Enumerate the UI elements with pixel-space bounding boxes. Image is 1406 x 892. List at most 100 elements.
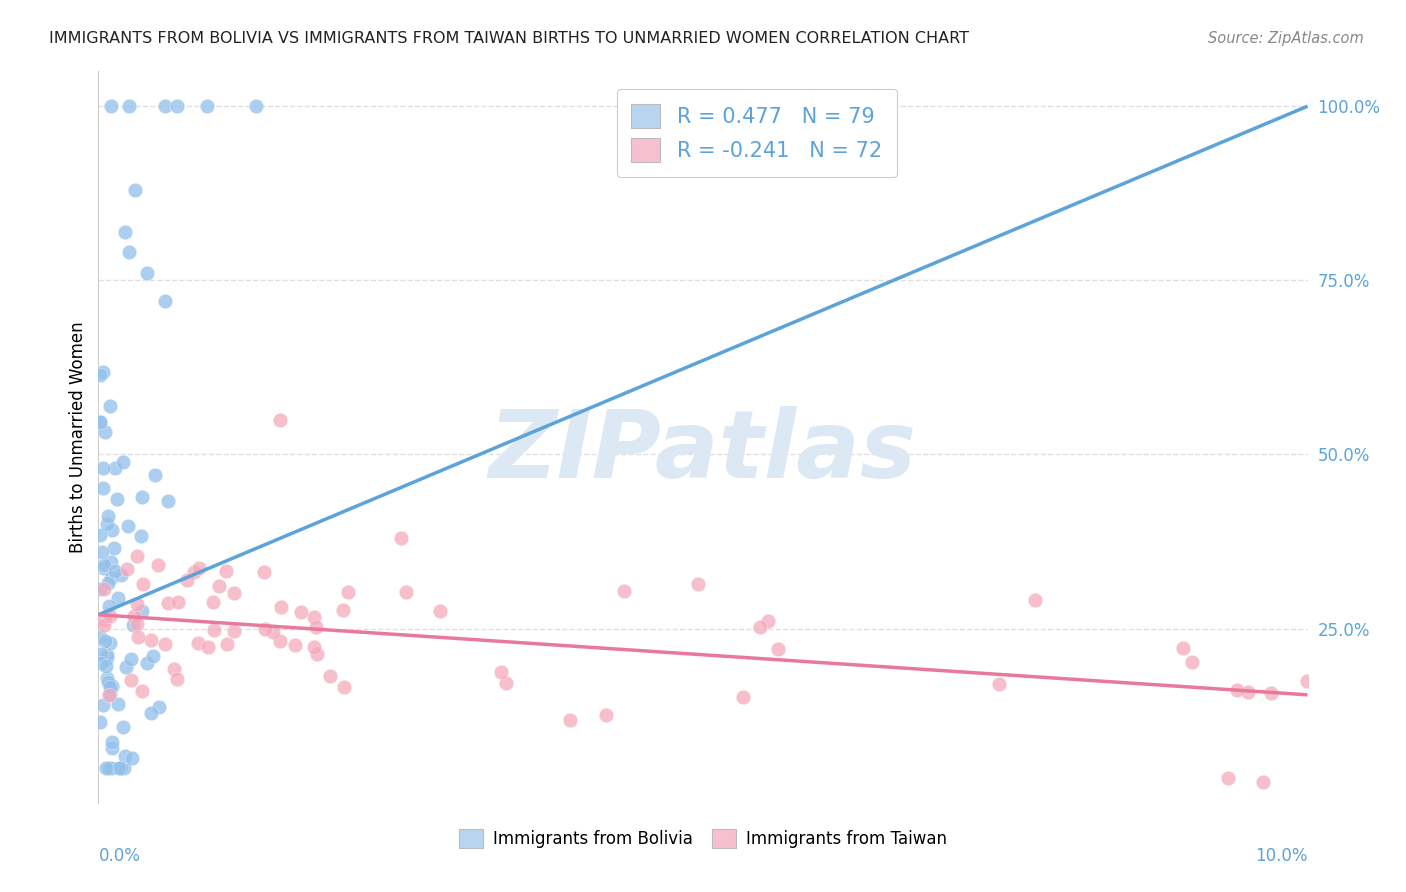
Y-axis label: Births to Unmarried Women: Births to Unmarried Women <box>69 321 87 553</box>
Point <box>89 714 111 729</box>
Point <box>100 99 122 113</box>
Point <box>90 657 112 671</box>
Text: Source: ZipAtlas.com: Source: ZipAtlas.com <box>1208 31 1364 46</box>
Point <box>104 564 127 578</box>
Point <box>1237 685 1260 699</box>
Point <box>262 624 284 639</box>
Point <box>125 617 148 632</box>
Point <box>104 461 127 475</box>
Point <box>97 576 120 591</box>
Point <box>269 634 291 648</box>
Point <box>89 368 111 382</box>
Point <box>91 461 114 475</box>
Point <box>337 585 360 599</box>
Point <box>101 735 124 749</box>
Point <box>1181 655 1204 669</box>
Point <box>98 687 121 701</box>
Point <box>394 585 416 599</box>
Point <box>143 467 166 482</box>
Point <box>89 582 111 596</box>
Point <box>89 630 111 644</box>
Point <box>731 690 754 705</box>
Point <box>96 671 118 685</box>
Point <box>1173 640 1195 655</box>
Point <box>131 604 153 618</box>
Point <box>98 599 121 613</box>
Point <box>305 619 328 633</box>
Point <box>176 573 198 587</box>
Point <box>127 630 149 644</box>
Legend: Immigrants from Bolivia, Immigrants from Taiwan: Immigrants from Bolivia, Immigrants from… <box>451 821 955 856</box>
Point <box>117 519 139 533</box>
Point <box>101 679 124 693</box>
Point <box>93 582 115 596</box>
Point <box>97 508 120 523</box>
Point <box>101 740 124 755</box>
Point <box>146 558 169 572</box>
Point <box>139 706 162 720</box>
Point <box>118 245 141 260</box>
Point <box>124 609 146 624</box>
Point <box>183 565 205 579</box>
Point <box>217 637 239 651</box>
Point <box>120 652 142 666</box>
Point <box>93 558 115 572</box>
Point <box>222 624 245 639</box>
Point <box>208 579 231 593</box>
Point <box>215 564 238 578</box>
Point <box>97 688 120 702</box>
Point <box>100 555 122 569</box>
Point <box>93 561 115 575</box>
Point <box>254 623 277 637</box>
Point <box>107 697 129 711</box>
Point <box>284 638 307 652</box>
Point <box>1225 682 1247 697</box>
Point <box>101 523 124 537</box>
Point <box>100 761 122 775</box>
Point <box>110 761 132 775</box>
Point <box>97 674 120 689</box>
Point <box>166 99 188 113</box>
Point <box>112 761 135 775</box>
Point <box>333 680 356 694</box>
Point <box>89 528 111 542</box>
Point <box>1295 673 1317 688</box>
Point <box>224 586 246 600</box>
Point <box>125 549 148 564</box>
Point <box>253 565 276 579</box>
Point <box>91 545 114 559</box>
Point <box>167 595 190 609</box>
Point <box>988 676 1011 690</box>
Point <box>105 491 128 506</box>
Point <box>489 665 512 679</box>
Point <box>121 618 143 632</box>
Point <box>269 412 291 426</box>
Point <box>98 609 121 624</box>
Point <box>96 651 118 665</box>
Point <box>108 761 131 775</box>
Point <box>166 672 188 686</box>
Point <box>305 647 328 661</box>
Point <box>153 99 176 113</box>
Point <box>97 761 120 775</box>
Point <box>156 493 179 508</box>
Point <box>1251 775 1274 789</box>
Point <box>93 617 115 632</box>
Point <box>93 613 115 627</box>
Point <box>495 676 517 690</box>
Point <box>98 680 121 694</box>
Point <box>125 598 148 612</box>
Point <box>135 266 157 280</box>
Point <box>89 415 111 429</box>
Point <box>688 577 710 591</box>
Point <box>197 640 219 654</box>
Point <box>121 751 143 765</box>
Point <box>121 673 143 687</box>
Point <box>118 99 141 113</box>
Point <box>141 633 163 648</box>
Point <box>148 699 170 714</box>
Point <box>302 610 325 624</box>
Point <box>766 642 789 657</box>
Point <box>89 415 111 429</box>
Point <box>111 455 134 469</box>
